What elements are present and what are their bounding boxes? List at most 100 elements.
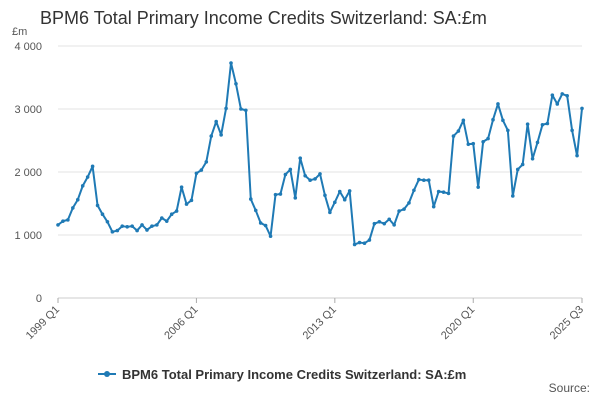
data-point [362,241,367,245]
x-tick-label: 2006 Q1 [162,304,200,342]
data-point [372,221,377,226]
data-point [61,219,65,223]
legend[interactable]: BPM6 Total Primary Income Credits Switze… [98,365,466,383]
data-point [135,228,139,233]
data-point [506,128,510,133]
data-point [313,177,317,181]
data-point [540,122,545,127]
data-point [476,185,480,189]
data-point [273,192,278,197]
data-point [95,203,100,208]
data-point [184,202,189,206]
data-point [520,162,525,167]
data-point [412,188,416,193]
data-point [75,197,80,202]
data-point [555,102,560,106]
data-point [431,204,436,209]
data-point [486,136,490,141]
data-point [189,198,194,203]
data-point [194,171,199,176]
data-point [367,238,372,242]
legend-label: BPM6 Total Primary Income Credits Switze… [122,366,467,382]
data-point [570,128,574,133]
data-point [426,178,431,182]
x-tick-label: 2020 Q1 [439,304,477,342]
data-point [150,224,154,228]
data-point [140,223,144,227]
data-point [481,139,485,144]
data-point [565,93,569,98]
data-point [100,212,105,217]
source-label[interactable]: Source: [548,381,590,395]
data-point [560,92,565,96]
data-point [303,173,307,178]
data-point [456,129,461,133]
data-point [451,134,456,138]
data-point [56,223,60,227]
data-point [244,108,248,113]
data-point [357,240,362,245]
data-point [204,160,209,164]
data-point [308,178,312,182]
data-point [263,223,268,228]
data-point [318,172,322,176]
data-point [130,224,134,228]
data-point [580,106,584,111]
legend-swatch [98,371,116,377]
x-tick-label: 1999 Q1 [24,304,62,342]
data-point [283,172,288,177]
data-point [377,219,382,224]
data-point [90,164,95,169]
series-line [57,62,583,246]
data-point [417,177,421,182]
data-point [397,209,401,213]
data-point [441,190,446,194]
data-point [525,122,530,126]
data-point [491,117,495,122]
data-point [407,201,411,205]
data-point [461,118,466,123]
data-point [239,107,243,111]
data-point [115,228,120,233]
data-point [392,223,396,227]
data-point [545,121,550,126]
data-point [209,134,214,138]
data-point [258,221,263,225]
y-axis: 0 1 000 2 000 3 000 4 000 [14,41,42,305]
data-point [328,210,332,215]
data-point [105,219,110,224]
data-point [229,61,233,65]
data-point [224,106,228,111]
chart-title: BPM6 Total Primary Income Credits Switze… [40,8,487,28]
data-point [515,167,520,172]
data-point [382,221,387,226]
data-point [214,119,218,124]
data-point [550,93,555,97]
data-point [510,194,515,198]
x-tick-label: 2013 Q1 [301,304,339,342]
data-point [446,191,451,196]
data-point [471,141,476,146]
y-tick-label: 4 000 [14,41,42,53]
y-tick-label: 2 000 [14,167,42,179]
series-group [56,61,584,247]
data-point [496,102,500,106]
data-point [337,189,342,194]
data-point [234,82,238,86]
x-axis: 1999 Q1 2006 Q1 2013 Q1 2020 Q1 2025 Q3 [24,297,586,342]
data-point [155,223,159,227]
data-point [436,189,441,194]
x-tick-label: 2025 Q3 [548,304,586,342]
y-tick-label: 3 000 [14,104,42,116]
data-point [402,207,406,211]
data-point [387,217,392,222]
data-point [179,185,184,189]
data-point [110,230,115,234]
data-point [248,197,253,201]
data-point [501,118,505,123]
data-point [164,219,169,223]
data-point [268,234,273,239]
data-point [347,189,352,193]
data-point [160,216,164,220]
